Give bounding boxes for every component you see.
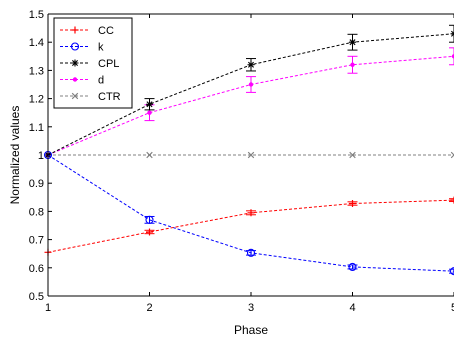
marker-star [349,38,356,46]
legend-item-d: d [60,75,104,87]
marker-x [247,151,255,159]
marker-plus [450,196,454,204]
legend-label: CC [98,25,114,37]
x-tick-label: 3 [248,302,254,314]
marker-circle [246,248,256,257]
series-d [45,47,454,158]
x-tick-label: 4 [349,302,355,314]
y-tick-label: 0.9 [29,178,44,190]
legend-label: k [98,42,104,54]
series-layer [43,24,454,276]
marker-star [146,100,153,108]
marker-star [71,59,79,67]
marker-plus [349,200,356,208]
legend-label: d [98,75,104,87]
marker-circle [449,267,454,276]
y-tick-label: 1.4 [29,37,44,49]
y-tick-label: 0.6 [29,263,44,275]
marker-x [450,151,454,159]
marker-dot [147,110,152,115]
marker-dot [248,82,254,87]
series-ctr [44,151,454,159]
marker-circle [70,42,80,51]
y-tick-label: 1.2 [29,94,44,106]
legend-label: CPL [98,58,119,70]
x-tick-label: 1 [45,302,51,314]
x-axis-title: Phase [234,323,268,337]
y-axis-ticks: 0.5 0.6 0.7 0.8 0.9 1 1.1 1.2 1.3 1.4 1.5 [29,9,52,303]
legend-item-k: k [60,42,104,54]
y-tick-label: 1.3 [29,65,44,77]
legend-item-ctr: CTR [60,91,121,103]
legend: CC k CPL d CTR [53,17,133,109]
y-tick-label: 0.8 [29,206,44,218]
marker-plus [247,209,255,217]
series-k [43,150,454,276]
legend-item-cc: CC [60,25,114,37]
y-tick-label: 1 [38,150,44,162]
y-tick-label: 1.1 [29,122,44,134]
marker-x [349,151,356,159]
y-tick-label: 1.5 [29,9,44,21]
x-tick-label: 5 [451,302,454,314]
y-tick-label: 0.7 [29,235,44,247]
marker-dot [350,62,355,67]
y-tick-label: 0.5 [29,291,44,303]
marker-plus [146,228,153,236]
marker-star [247,61,255,69]
marker-plus [71,26,79,34]
marker-dot [451,54,454,59]
y-axis-title: Normalized values [8,106,22,205]
marker-circle [145,215,154,224]
marker-circle [348,262,357,272]
marker-x [146,151,153,159]
x-tick-label: 2 [146,302,152,314]
marker-dot [72,77,78,82]
marker-x [71,92,79,100]
legend-item-cpl: CPL [60,58,119,70]
legend-label: CTR [98,91,121,103]
